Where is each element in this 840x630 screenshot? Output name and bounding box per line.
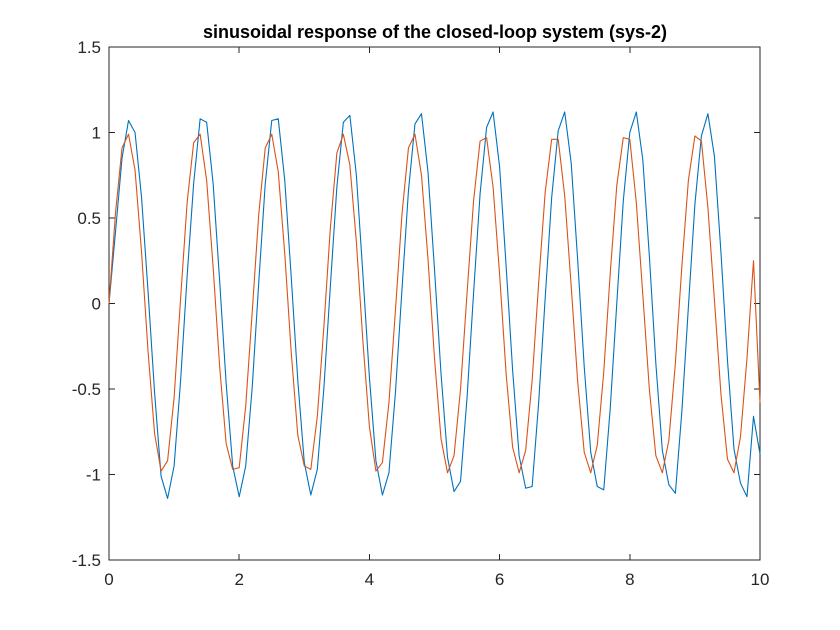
x-tick-label: 8 [625, 570, 634, 589]
y-tick-label: 0.5 [77, 209, 101, 228]
y-tick-label: 0 [92, 295, 101, 314]
y-tick-label: 1.5 [77, 38, 101, 57]
series-group [108, 111, 761, 499]
x-tick-label: 6 [495, 570, 504, 589]
x-tick-label: 0 [104, 570, 113, 589]
series-line-2 [108, 133, 761, 474]
series-line-1 [108, 111, 761, 499]
y-tick-label: -1 [86, 466, 101, 485]
x-tick-label: 2 [234, 570, 243, 589]
tick-group: 0 2 4 6 8 10 -1.5 -1 -0.5 0 0.5 1 1.5 [72, 38, 770, 589]
x-tick-label: 4 [365, 570, 374, 589]
y-tick-label: -1.5 [72, 551, 101, 570]
x-tick-label: 10 [751, 570, 770, 589]
chart-title: sinusoidal response of the closed-loop s… [203, 22, 667, 42]
y-tick-label: -0.5 [72, 380, 101, 399]
y-tick-label: 1 [92, 124, 101, 143]
